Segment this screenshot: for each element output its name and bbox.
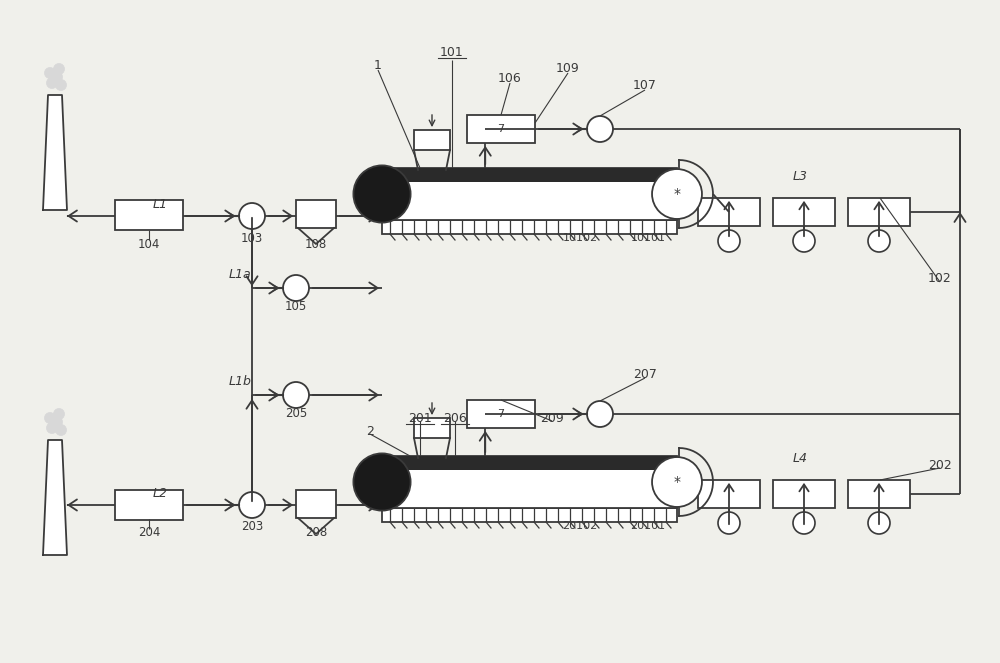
Bar (848, 480, 910, 508)
Text: 20101: 20101 (630, 521, 666, 531)
Circle shape (587, 401, 613, 427)
Text: 104: 104 (138, 237, 160, 251)
Circle shape (56, 80, 67, 91)
Text: 102: 102 (928, 272, 952, 284)
Circle shape (52, 416, 63, 428)
Bar (382, 456, 677, 508)
Text: *: * (674, 187, 680, 201)
Text: L3: L3 (792, 170, 807, 182)
Circle shape (239, 203, 265, 229)
Text: 1: 1 (374, 58, 382, 72)
Bar (467, 115, 535, 143)
Text: L1b: L1b (229, 375, 251, 387)
Text: 205: 205 (285, 406, 307, 420)
Bar (414, 418, 450, 438)
Text: L1: L1 (153, 198, 168, 210)
Bar (296, 200, 336, 228)
Text: 203: 203 (241, 520, 263, 534)
Text: 201: 201 (408, 412, 432, 424)
Text: 108: 108 (305, 237, 327, 251)
Circle shape (283, 275, 309, 301)
Text: 107: 107 (633, 78, 657, 91)
Text: 10101: 10101 (631, 233, 666, 243)
Circle shape (54, 64, 65, 74)
Bar (382, 220, 677, 234)
Circle shape (52, 72, 63, 82)
Circle shape (587, 116, 613, 142)
Circle shape (45, 68, 56, 78)
Text: L4: L4 (792, 452, 807, 465)
Circle shape (652, 457, 702, 507)
Circle shape (793, 230, 815, 252)
Circle shape (793, 512, 815, 534)
Text: L2: L2 (153, 487, 168, 499)
Bar (773, 198, 835, 226)
Text: 20102: 20102 (562, 521, 598, 531)
Text: 209: 209 (540, 412, 564, 424)
Circle shape (47, 78, 58, 88)
Circle shape (47, 422, 58, 434)
Circle shape (45, 412, 56, 424)
Bar (698, 198, 760, 226)
Bar (296, 490, 336, 518)
Text: 103: 103 (241, 231, 263, 245)
Bar (773, 480, 835, 508)
Circle shape (652, 169, 702, 219)
Circle shape (54, 408, 65, 420)
Text: 101: 101 (440, 46, 464, 58)
Bar (414, 130, 450, 150)
Text: 207: 207 (633, 367, 657, 381)
Circle shape (353, 453, 411, 511)
Text: 10102: 10102 (562, 233, 598, 243)
Circle shape (283, 382, 309, 408)
Text: 202: 202 (928, 459, 952, 471)
Text: 106: 106 (498, 72, 522, 84)
Text: L1a: L1a (229, 267, 251, 280)
Bar (698, 480, 760, 508)
Bar (382, 168, 677, 220)
Bar (115, 490, 183, 520)
Text: 2: 2 (366, 424, 374, 438)
Text: *: * (674, 475, 680, 489)
Bar (467, 400, 535, 428)
Bar (848, 198, 910, 226)
Circle shape (239, 492, 265, 518)
Text: 206: 206 (443, 412, 467, 424)
Text: 105: 105 (285, 300, 307, 312)
Text: 7: 7 (497, 124, 505, 134)
Circle shape (718, 230, 740, 252)
Circle shape (56, 424, 67, 436)
Circle shape (868, 230, 890, 252)
Text: 208: 208 (305, 526, 327, 540)
Polygon shape (43, 440, 67, 555)
Text: 204: 204 (138, 526, 160, 540)
Circle shape (718, 512, 740, 534)
Bar (115, 200, 183, 230)
Bar (382, 456, 677, 470)
Polygon shape (43, 95, 67, 210)
Bar (382, 168, 677, 182)
Circle shape (353, 165, 411, 223)
Circle shape (868, 512, 890, 534)
Text: 7: 7 (497, 409, 505, 419)
Text: 109: 109 (556, 62, 580, 74)
Bar (382, 508, 677, 522)
